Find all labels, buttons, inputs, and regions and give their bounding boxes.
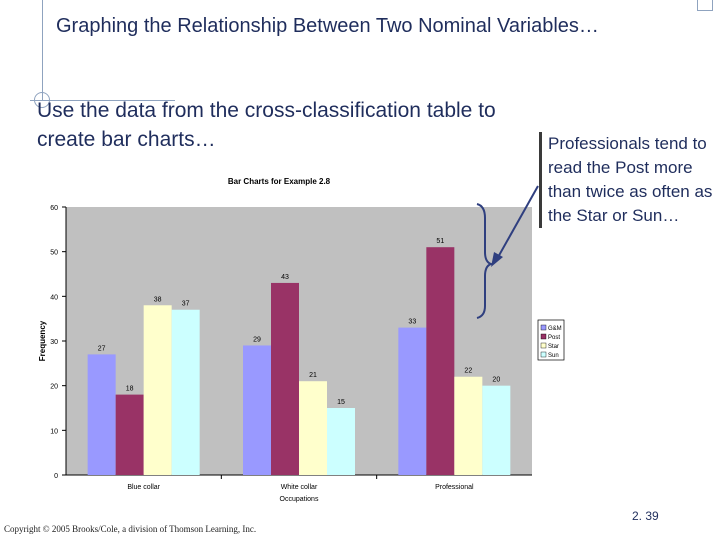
legend-label: Star [548, 344, 559, 350]
bar-sun-2 [482, 385, 511, 475]
y-tick-label: 0 [54, 473, 58, 480]
y-tick-label: 50 [50, 250, 58, 257]
data-label: 37 [182, 301, 190, 308]
legend-label: Post [548, 335, 560, 341]
callout-arrow-line [496, 185, 539, 260]
decor-corner-mark [697, 0, 713, 11]
slide-title: Graphing the Relationship Between Two No… [56, 15, 599, 37]
chart-title: Bar Charts for Example 2.8 [228, 177, 331, 186]
bar-star-2 [454, 376, 483, 475]
data-label: 38 [154, 296, 162, 303]
decor-vertical-line [42, 0, 43, 100]
bar-star-1 [299, 381, 327, 475]
y-tick-label: 10 [50, 428, 58, 435]
legend-label: G&M [548, 326, 562, 332]
annotation-bracket [476, 203, 495, 319]
legend-swatch [540, 342, 547, 349]
callout-arrowhead [491, 252, 503, 267]
legend-swatch [540, 351, 547, 358]
data-label: 51 [436, 238, 444, 245]
data-label: 33 [408, 319, 416, 326]
y-tick-label: 30 [50, 339, 58, 346]
bar-sun-1 [327, 408, 355, 475]
bar-post-2 [426, 247, 455, 475]
decor-circle [34, 92, 50, 108]
slide-body-text: Use the data from the cross-classificati… [37, 99, 496, 151]
y-tick-label: 60 [50, 205, 58, 212]
legend-swatch [540, 324, 547, 331]
data-label: 22 [464, 368, 472, 375]
x-tick-label: Professional [435, 484, 474, 491]
data-label: 18 [126, 386, 134, 393]
bar-star-0 [143, 305, 172, 475]
bar-gm-0 [87, 354, 116, 475]
bar-post-0 [115, 394, 144, 475]
bar-sun-0 [171, 309, 200, 475]
x-axis-label: Occupations [280, 496, 319, 503]
slide-number: 2. 39 [632, 509, 659, 523]
x-tick-label: Blue collar [127, 484, 160, 491]
data-label: 29 [253, 336, 261, 343]
y-tick-label: 20 [50, 384, 58, 391]
data-label: 43 [281, 274, 289, 281]
data-label: 20 [492, 377, 500, 384]
y-axis-label: Frequency [38, 320, 47, 361]
decor-horizontal-line [30, 100, 175, 101]
bar-post-1 [271, 282, 299, 475]
legend-swatch [540, 333, 547, 340]
y-tick-label: 40 [50, 294, 58, 301]
data-label: 21 [309, 372, 317, 379]
copyright-notice: Copyright © 2005 Brooks/Cole, a division… [4, 524, 257, 534]
legend-label: Sun [548, 353, 559, 359]
data-label: 15 [337, 399, 345, 406]
bar-gm-1 [243, 345, 271, 475]
data-label: 27 [98, 345, 106, 352]
callout-text: Professionals tend to read the Post more… [539, 132, 718, 228]
x-tick-label: White collar [281, 484, 318, 491]
bar-gm-2 [398, 327, 427, 475]
